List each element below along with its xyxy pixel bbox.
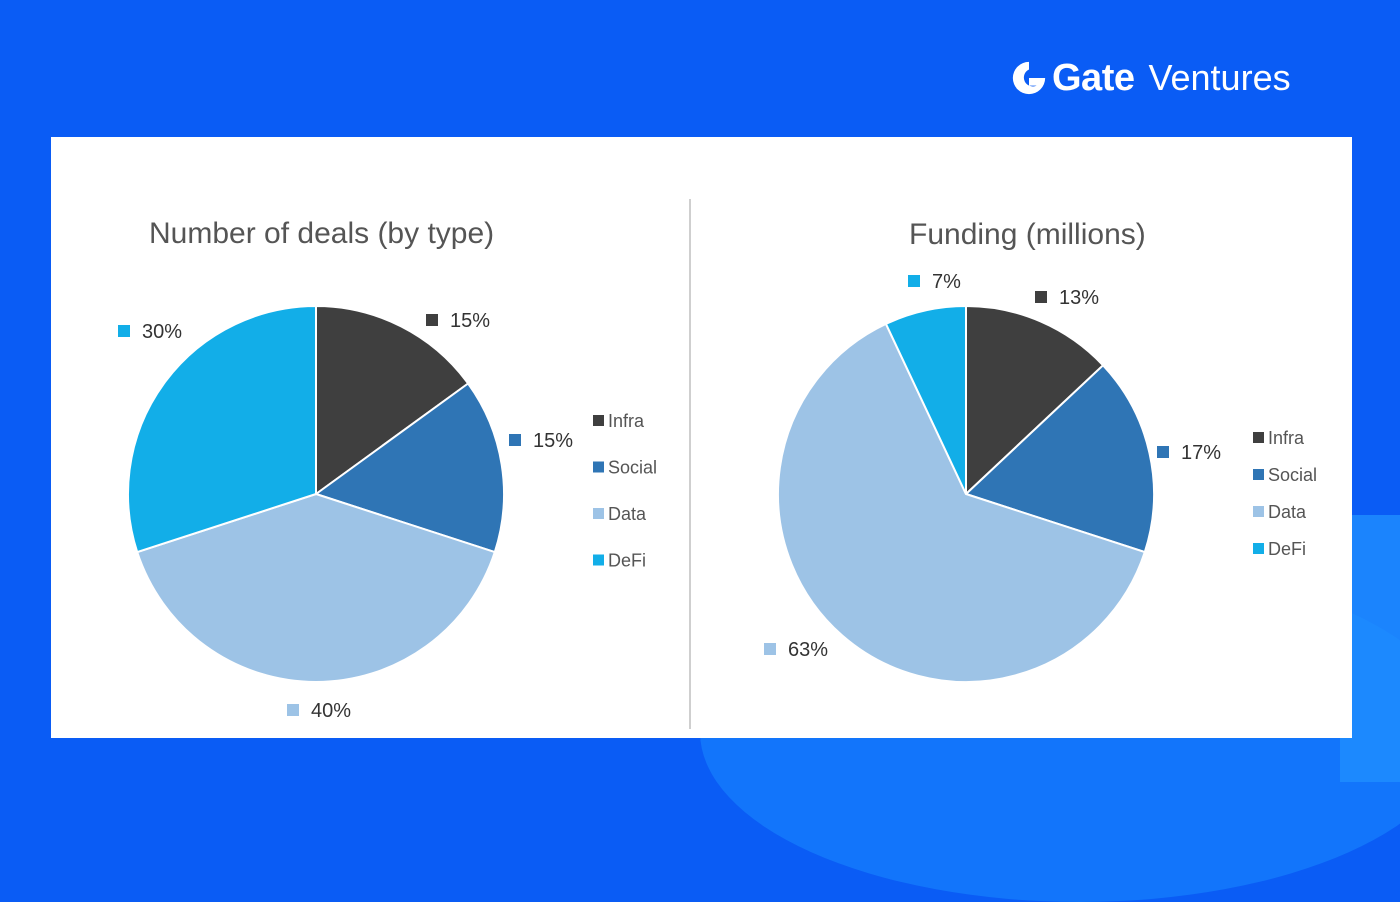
legend-swatch [1253,543,1264,554]
legend-entry-data: Data [608,504,647,524]
legend-swatch [1253,432,1264,443]
legend-swatch [593,415,604,426]
data-label-marker [1035,291,1047,303]
legend-swatch [593,508,604,519]
data-label-social: 15% [533,430,573,452]
data-label-defi: 30% [142,321,182,343]
data-label-social: 17% [1181,442,1221,464]
data-label-infra: 15% [450,310,490,332]
brand-subtitle: Ventures [1148,57,1291,98]
pie-chart-2: 13% 17% 63% 7% Infra Social Data DeFi [764,271,1317,683]
legend-entry-infra: Infra [1268,428,1305,448]
data-label-marker [908,275,920,287]
pie-slice-social [313,382,505,554]
legend-swatch [1253,469,1264,480]
pie-slice-social [964,363,1155,554]
legend-swatch [1253,506,1264,517]
pie-slice-infra [315,304,470,496]
legend-entry-social: Social [1268,465,1317,485]
legend-entry-defi: DeFi [1268,539,1306,559]
brand-name: Gate [1052,57,1135,99]
chart-title-funding: Funding (millions) [909,218,1146,251]
data-label-data: 63% [788,639,828,661]
data-label-marker [287,704,299,716]
pie-chart-1: 15% 15% 40% 30% Infra Social Data DeFi [118,304,657,722]
legend-swatch [593,554,604,566]
pie-slice-data [777,322,1147,683]
data-label-marker [118,325,130,337]
legend-swatch [593,461,604,473]
brand-logo: Gate Ventures [1010,56,1291,100]
legend-entry-data: Data [1268,502,1307,522]
data-label-marker [764,643,776,655]
data-label-marker [426,314,438,326]
data-label-defi: 7% [932,271,961,293]
pie-slice-data [135,492,497,684]
pie-charts: 15% 15% 40% 30% Infra Social Data DeFi 13% 17% 63%… [118,271,1317,722]
pie-slice-defi [127,304,317,554]
pie-slice-infra [965,304,1105,497]
data-label-marker [1157,446,1169,458]
legend-entry-social: Social [608,458,657,478]
legend-entry-infra: Infra [608,411,645,431]
legend-entry-defi: DeFi [608,551,646,571]
data-label-data: 40% [311,700,351,722]
gate-logo-icon [1012,61,1046,95]
data-label-marker [509,434,521,446]
data-label-infra: 13% [1059,287,1099,309]
pie-slice-defi [884,304,967,495]
panel-divider [689,199,691,729]
chart-title-deals: Number of deals (by type) [149,217,495,250]
